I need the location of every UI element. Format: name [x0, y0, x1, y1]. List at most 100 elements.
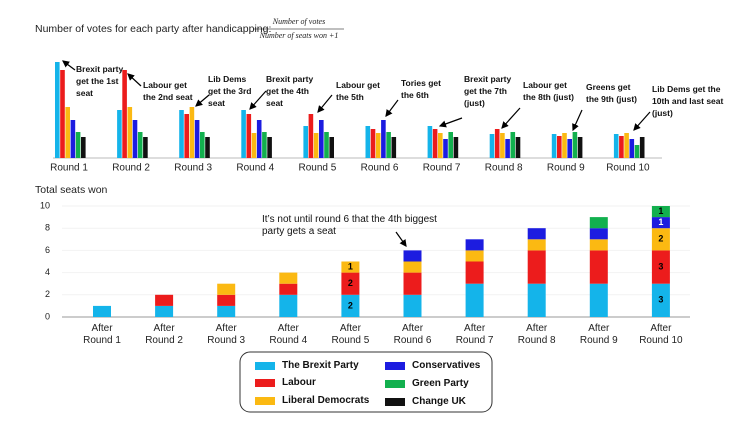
bar	[75, 132, 81, 158]
bottom-title: Total seats won	[35, 184, 108, 196]
legend-swatch	[385, 380, 405, 388]
bar	[365, 126, 371, 158]
legend-label: Liberal Democrats	[282, 395, 370, 406]
legend-label: The Brexit Party	[282, 360, 359, 371]
bar-segment	[341, 261, 360, 273]
bar	[624, 133, 629, 158]
legend-swatch	[385, 398, 405, 406]
legend-swatch	[255, 397, 275, 405]
bar-segment	[465, 261, 484, 284]
bar	[613, 134, 619, 158]
bar-segment	[217, 305, 236, 317]
annotation: Tories get the 6th	[401, 78, 441, 100]
annotation: Greens get the 9th (just)	[586, 82, 637, 104]
bar-segment	[465, 250, 484, 262]
bar-segment	[527, 239, 546, 251]
y-tick-label: 4	[45, 267, 50, 277]
x-tick-label: Round 4	[236, 163, 274, 174]
legend-label: Conservatives	[412, 360, 481, 371]
bar-segment	[217, 294, 236, 306]
bar	[179, 110, 184, 158]
y-tick-label: 0	[45, 311, 50, 321]
bar	[205, 137, 210, 158]
x-tick-label: Round 8	[485, 163, 523, 174]
bar-segment	[403, 250, 422, 262]
bar	[117, 110, 122, 158]
bar	[143, 137, 148, 158]
data-label: 2	[348, 278, 353, 288]
data-label: 3	[658, 295, 663, 305]
x-tick-label: After Round 6	[393, 323, 432, 346]
bar-segment	[589, 239, 608, 251]
x-tick-label: After Round 1	[83, 323, 121, 346]
bar-segment	[403, 261, 422, 273]
bar	[329, 137, 334, 158]
bar-segment	[589, 217, 608, 229]
y-tick-label: 8	[45, 223, 50, 233]
bar	[577, 137, 583, 158]
bar-segment	[651, 217, 670, 229]
x-tick-label: After Round 2	[145, 323, 183, 346]
bar	[65, 107, 70, 158]
bar	[427, 126, 433, 158]
x-tick-label: After Round 8	[517, 323, 556, 346]
bar	[375, 133, 381, 158]
bar	[81, 137, 86, 158]
legend-label: Green Party	[412, 378, 469, 389]
bar	[505, 139, 510, 158]
data-label: 3	[658, 261, 663, 271]
legend-label: Labour	[282, 377, 316, 388]
bar-segment	[341, 272, 360, 295]
x-tick-label: Round 3	[174, 163, 212, 174]
bar-segment	[465, 239, 484, 251]
bar	[194, 120, 200, 158]
legend-label: Change UK	[412, 396, 466, 407]
bar	[189, 107, 195, 158]
x-tick-label: Round 7	[423, 163, 461, 174]
annotation: Labour get the 8th (just)	[523, 80, 574, 102]
bar	[572, 132, 578, 158]
x-tick-label: Round 2	[112, 163, 150, 174]
bar	[60, 70, 65, 158]
data-label: 2	[348, 300, 353, 310]
bar	[562, 133, 567, 158]
bar-segment	[589, 283, 608, 317]
bar	[494, 129, 500, 158]
bar	[127, 107, 133, 158]
bar	[551, 134, 557, 158]
bar-segment	[93, 305, 111, 317]
bar	[319, 120, 324, 158]
bar	[515, 137, 521, 158]
bar-segment	[527, 250, 546, 284]
bar	[619, 136, 624, 158]
formula-denominator: Number of seats won +1	[259, 31, 339, 40]
bar	[303, 126, 308, 158]
bar	[443, 139, 448, 158]
bar-segment	[651, 283, 670, 317]
bar	[629, 139, 635, 158]
x-tick-label: Round 10	[606, 163, 650, 174]
bar-segment	[155, 305, 174, 317]
bar-segment	[651, 250, 670, 284]
y-tick-label: 2	[45, 289, 50, 299]
data-label: 2	[658, 234, 663, 244]
bar-segment	[155, 294, 174, 306]
formula-numerator: Number of votes	[272, 17, 325, 26]
bar	[370, 129, 376, 158]
bar-segment	[341, 294, 360, 317]
annotation: Lib Dems get the 10th and last seat (jus…	[652, 84, 724, 118]
bar	[453, 137, 459, 158]
legend-box	[239, 351, 493, 413]
bar	[391, 137, 397, 158]
bar	[262, 132, 267, 158]
x-tick-label: After Round 7	[455, 323, 494, 346]
bar-segment	[651, 228, 670, 251]
x-tick-label: After Round 10	[639, 323, 683, 346]
bar	[448, 132, 453, 158]
x-tick-label: Round 1	[50, 163, 88, 174]
bar	[386, 132, 391, 158]
data-label: 1	[658, 206, 663, 216]
x-tick-label: Round 6	[361, 163, 399, 174]
bar	[200, 132, 205, 158]
